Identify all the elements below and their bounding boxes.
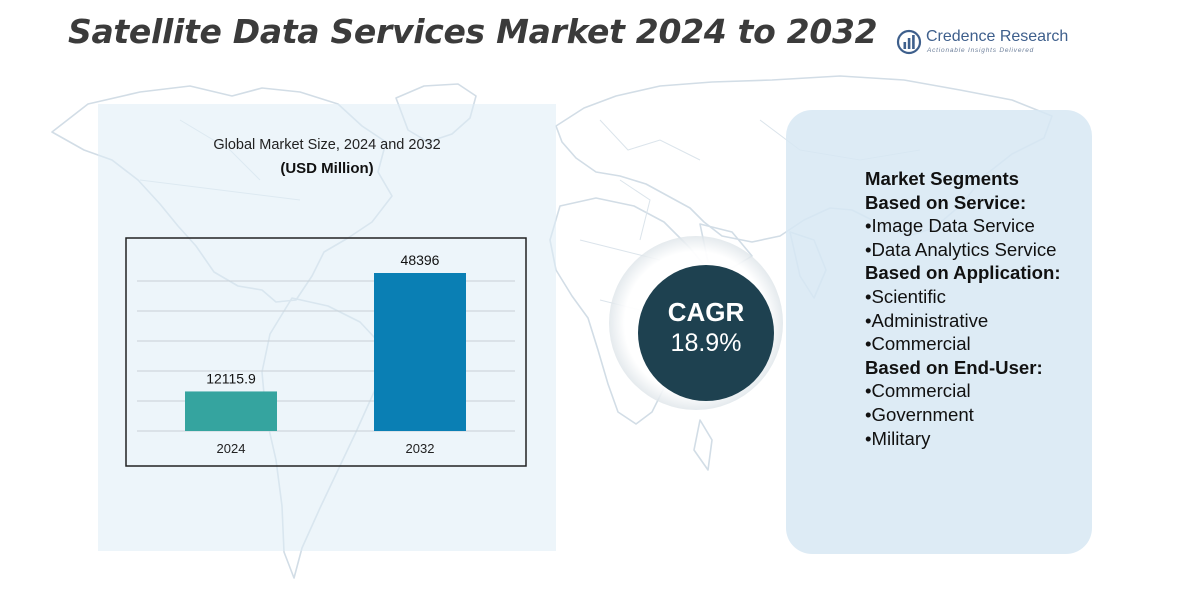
data-label: 12115.9 [206, 370, 256, 386]
segment-heading: Based on Application: [865, 262, 1061, 284]
brand-tagline: Actionable Insights Delivered [927, 47, 1035, 54]
cagr-badge: CAGR 18.9% [638, 265, 774, 401]
x-tick-label: 2024 [217, 441, 246, 456]
segments-panel: Market Segments Based on Service: •Image D… [786, 110, 1092, 554]
segment-item: •Administrative [865, 309, 989, 331]
segment-heading: Market Segments [865, 168, 1019, 189]
page-title: Satellite Data Services Market 2024 to 2… [68, 12, 878, 51]
bar-2024 [185, 391, 277, 431]
segment-item: •Scientific [865, 285, 946, 307]
segment-item: •Data Analytics Service [865, 238, 1057, 260]
segment-item: •Commercial [865, 380, 971, 402]
data-label: 48396 [401, 252, 440, 268]
chart-heading: Global Market Size, 2024 and 2032 [213, 137, 441, 153]
cagr-value: 18.9% [670, 329, 742, 357]
brand-name: Credence Research [926, 28, 1069, 45]
segment-item: •Military [865, 427, 931, 449]
bar-chart: 12115.9 2024 48396 2032 [125, 237, 527, 467]
chart-unit: (USD Million) [280, 160, 374, 177]
bar-chart-logo-icon [896, 29, 922, 55]
x-tick-label: 2032 [406, 441, 435, 456]
cagr-label: CAGR [667, 297, 745, 327]
chart-panel: Global Market Size, 2024 and 2032 (USD M… [98, 104, 556, 551]
brand-logo-block: Credence Research Actionable Insights De… [896, 28, 1076, 58]
segment-item: •Commercial [865, 333, 971, 355]
bar-2032 [374, 273, 466, 431]
segments-list: Market Segments Based on Service: •Image D… [865, 167, 1089, 450]
segment-item: •Government [865, 403, 974, 425]
segment-heading: Based on End-User: [865, 356, 1043, 378]
segment-item: •Image Data Service [865, 215, 1035, 237]
chart-frame [125, 237, 527, 467]
segment-heading: Based on Service: [865, 191, 1027, 213]
